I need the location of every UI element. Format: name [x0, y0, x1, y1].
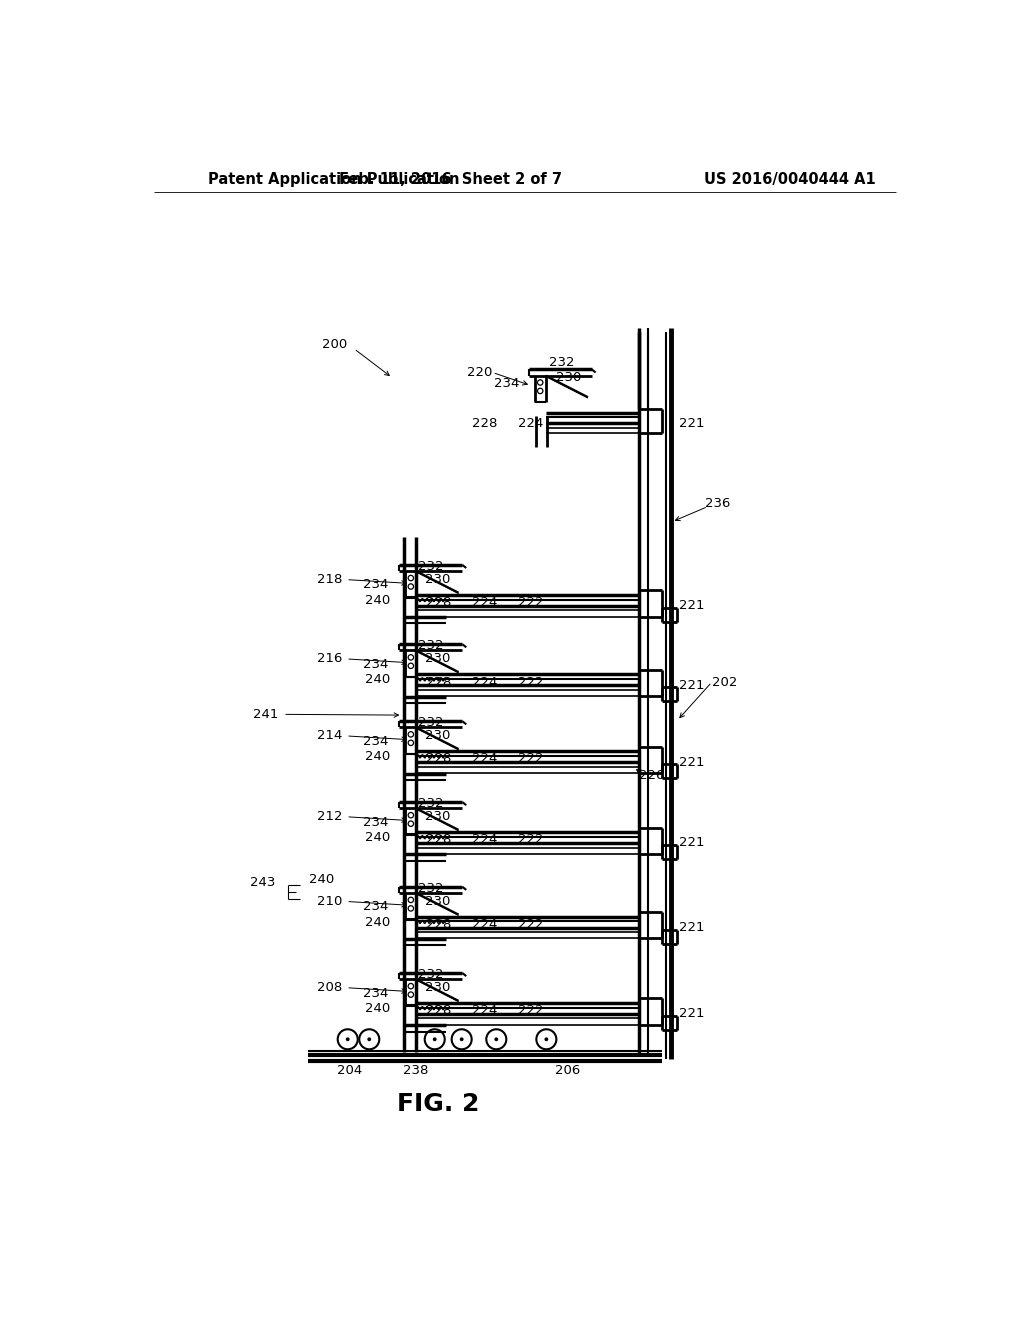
Text: 224: 224	[472, 597, 498, 610]
Circle shape	[460, 1038, 464, 1041]
Text: 222: 222	[518, 597, 544, 610]
Text: 224: 224	[518, 417, 544, 430]
Circle shape	[433, 1038, 436, 1041]
Text: 221: 221	[679, 1007, 705, 1020]
Text: 224: 224	[472, 1005, 498, 1018]
Text: 228: 228	[426, 833, 452, 846]
Text: US 2016/0040444 A1: US 2016/0040444 A1	[705, 172, 876, 186]
Text: 232: 232	[418, 560, 443, 573]
Text: 240: 240	[365, 673, 390, 686]
Text: 222: 222	[518, 1005, 544, 1018]
Text: 214: 214	[317, 730, 342, 742]
Text: Feb. 11, 2016  Sheet 2 of 7: Feb. 11, 2016 Sheet 2 of 7	[339, 172, 561, 186]
Text: 224: 224	[472, 752, 498, 766]
Text: 222: 222	[518, 752, 544, 766]
Text: 226: 226	[639, 770, 665, 783]
Text: 224: 224	[472, 676, 498, 689]
Text: 208: 208	[317, 981, 342, 994]
Text: 234: 234	[364, 578, 388, 591]
Text: 232: 232	[418, 797, 443, 810]
Text: 234: 234	[364, 657, 388, 671]
Text: 220: 220	[467, 366, 493, 379]
Text: 232: 232	[418, 639, 443, 652]
Text: Patent Application Publication: Patent Application Publication	[208, 172, 459, 186]
Circle shape	[545, 1038, 548, 1041]
Text: 230: 230	[425, 895, 451, 908]
Text: 234: 234	[364, 900, 388, 913]
Text: 232: 232	[418, 882, 443, 895]
Text: 230: 230	[425, 981, 451, 994]
Text: 234: 234	[364, 986, 388, 999]
Text: 221: 221	[679, 755, 705, 768]
Circle shape	[346, 1038, 349, 1041]
Text: 221: 221	[679, 417, 705, 430]
Text: 228: 228	[426, 597, 452, 610]
Text: 241: 241	[253, 708, 279, 721]
Text: 240: 240	[365, 1002, 390, 1015]
Text: 236: 236	[705, 496, 730, 510]
Text: 234: 234	[494, 376, 519, 389]
Text: 206: 206	[555, 1064, 581, 1077]
Circle shape	[495, 1038, 499, 1041]
Text: 243: 243	[250, 875, 275, 888]
Text: 221: 221	[679, 599, 705, 612]
Text: 234: 234	[364, 816, 388, 829]
Text: 216: 216	[317, 652, 342, 665]
Text: 204: 204	[337, 1064, 362, 1077]
Text: 221: 221	[679, 678, 705, 692]
Text: 232: 232	[418, 717, 443, 730]
Text: 224: 224	[472, 917, 498, 931]
Text: 228: 228	[426, 752, 452, 766]
Text: FIG. 2: FIG. 2	[397, 1092, 480, 1115]
Text: 234: 234	[364, 735, 388, 748]
Text: 232: 232	[418, 968, 443, 981]
Text: 200: 200	[323, 338, 348, 351]
Text: 222: 222	[518, 917, 544, 931]
Text: 228: 228	[426, 676, 452, 689]
Text: 222: 222	[518, 833, 544, 846]
Text: 228: 228	[426, 917, 452, 931]
Circle shape	[368, 1038, 371, 1041]
Text: 230: 230	[425, 810, 451, 824]
Text: 221: 221	[679, 921, 705, 935]
Text: 238: 238	[402, 1064, 428, 1077]
Text: 218: 218	[317, 573, 342, 586]
Text: 240: 240	[365, 594, 390, 607]
Text: 224: 224	[472, 833, 498, 846]
Text: 230: 230	[425, 730, 451, 742]
Text: 202: 202	[712, 676, 737, 689]
Text: 240: 240	[365, 832, 390, 843]
Text: 230: 230	[425, 573, 451, 586]
Text: 232: 232	[549, 356, 574, 370]
Text: 240: 240	[365, 750, 390, 763]
Text: 222: 222	[518, 676, 544, 689]
Text: 240: 240	[365, 916, 390, 929]
Text: 210: 210	[317, 895, 342, 908]
Text: 221: 221	[679, 837, 705, 850]
Text: 230: 230	[425, 652, 451, 665]
Text: 212: 212	[316, 810, 342, 824]
Text: 230: 230	[556, 371, 582, 384]
Text: 240: 240	[309, 873, 335, 886]
Text: 228: 228	[472, 417, 498, 430]
Text: 228: 228	[426, 1005, 452, 1018]
